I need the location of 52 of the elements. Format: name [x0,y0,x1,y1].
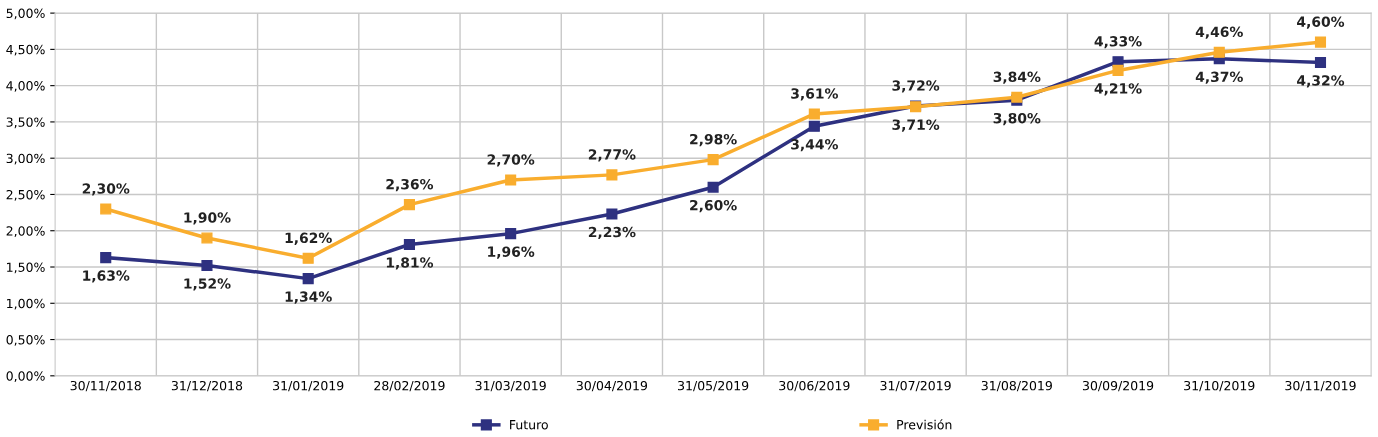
y-tick-label: 0,50% [6,335,45,346]
data-label: 1,63% [83,270,130,283]
data-label: 3,61% [791,88,838,101]
data-label: 1,34% [285,291,332,304]
data-label: 1,81% [386,257,434,270]
x-tick-label: 28/02/2019 [374,380,445,392]
data-label: 3,71% [892,119,940,132]
y-tick-label: 4,00% [6,81,45,92]
x-tick-label: 31/07/2019 [880,380,951,392]
x-tick-label: 31/08/2019 [981,380,1052,392]
data-label: 4,60% [1297,16,1345,29]
data-label: 2,98% [690,133,737,147]
y-tick-label: 2,00% [6,226,45,237]
x-tick-label: 30/11/2018 [70,380,141,392]
data-label: 2,36% [386,178,434,192]
x-tick-label: 30/11/2019 [1285,380,1356,392]
x-tick-label: 31/01/2019 [273,380,344,392]
data-label: 2,60% [690,199,737,213]
x-tick-label: 30/06/2019 [779,380,850,392]
y-tick-label: 0,00% [6,371,45,383]
data-label: 4,21% [1094,83,1142,96]
data-label: 2,30% [82,183,130,196]
data-label: 2,77% [588,149,636,162]
data-label: 1,90% [184,212,231,225]
y-tick-label: 2,50% [6,189,45,201]
y-tick-label: 5,00% [6,8,45,20]
x-tick-label: 30/09/2019 [1082,380,1154,392]
data-label: 3,44% [791,139,838,152]
data-label: 1,96% [488,246,535,259]
x-tick-label: 31/05/2019 [678,380,749,392]
x-tick-label: 31/12/2018 [171,380,243,392]
data-label: 4,37% [1195,71,1243,84]
y-tick-label: 3,50% [6,117,45,129]
y-tick-label: 4,50% [6,44,45,56]
y-tick-label: 1,50% [7,262,45,274]
data-label: 4,46% [1195,26,1243,39]
data-label: 2,70% [487,154,535,167]
x-tick-label: 31/10/2019 [1184,380,1255,392]
y-tick-label: 1,00% [7,298,45,310]
data-label: 3,72% [892,80,940,93]
data-label: 3,84% [993,71,1041,84]
data-label: 2,23% [588,226,636,240]
data-label: 3,80% [993,112,1041,126]
data-label: 4,32% [1297,75,1345,88]
data-label: 1,52% [184,278,231,291]
data-label: 4,33% [1094,36,1142,49]
x-tick-label: 31/03/2019 [475,380,546,392]
y-tick-label: 3,00% [6,153,45,165]
data-label: 1,62% [285,232,332,245]
legend-label: Futuro [510,420,548,430]
x-tick-label: 30/04/2019 [576,380,648,392]
legend-label: Previsión [897,419,952,430]
